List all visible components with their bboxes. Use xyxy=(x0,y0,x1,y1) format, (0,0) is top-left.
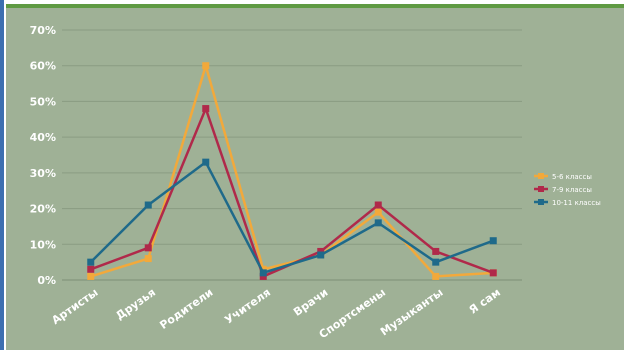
data-point xyxy=(432,258,440,266)
y-tick-label: 60% xyxy=(30,60,56,73)
data-point xyxy=(87,272,95,280)
legend-swatch-marker xyxy=(538,173,544,179)
x-tick-label: Я сам xyxy=(467,286,503,317)
x-tick-label: Музыканты xyxy=(378,286,446,339)
data-point xyxy=(317,251,325,259)
data-point xyxy=(374,219,382,227)
data-point xyxy=(374,201,382,209)
data-point xyxy=(317,247,325,255)
legend-label: 7-9 классы xyxy=(552,186,592,194)
x-tick-label: Друзья xyxy=(113,286,158,323)
data-point xyxy=(259,269,267,277)
data-point xyxy=(374,208,382,216)
legend-swatch-marker xyxy=(538,186,544,192)
y-tick-label: 0% xyxy=(37,274,56,287)
y-tick-label: 20% xyxy=(30,203,56,216)
chart-panel: 0% 10% 20% 30% 40% 50% 60% 70% Артисты Друзья Роди… xyxy=(6,4,624,350)
legend-label: 10-11 классы xyxy=(552,199,601,207)
y-tick-label: 10% xyxy=(30,238,56,251)
y-tick-label: 70% xyxy=(30,24,56,37)
data-point xyxy=(259,272,267,280)
x-tick-label: Родители xyxy=(157,286,215,332)
data-point xyxy=(87,265,95,273)
y-tick-label: 30% xyxy=(30,167,56,180)
x-tick-label: Артисты xyxy=(49,286,100,327)
data-point xyxy=(144,244,152,252)
data-point xyxy=(202,158,210,166)
legend-label: 5-6 классы xyxy=(552,173,592,181)
data-point xyxy=(144,201,152,209)
series-line xyxy=(89,160,494,275)
data-point xyxy=(489,269,497,277)
data-point xyxy=(144,255,152,263)
line-chart: 0% 10% 20% 30% 40% 50% 60% 70% Артисты Друзья Роди… xyxy=(30,24,601,341)
legend-swatch-marker xyxy=(538,199,544,205)
data-point xyxy=(87,258,95,266)
data-point xyxy=(202,62,210,70)
data-point xyxy=(489,237,497,245)
x-tick-label: Врачи xyxy=(291,286,330,319)
data-point xyxy=(432,272,440,280)
x-tick-label: Учителя xyxy=(222,286,273,327)
y-tick-label: 40% xyxy=(30,131,56,144)
frame-border xyxy=(0,0,4,350)
y-tick-label: 50% xyxy=(30,95,56,108)
data-point xyxy=(202,105,210,113)
data-point xyxy=(259,265,267,273)
data-point xyxy=(432,247,440,255)
